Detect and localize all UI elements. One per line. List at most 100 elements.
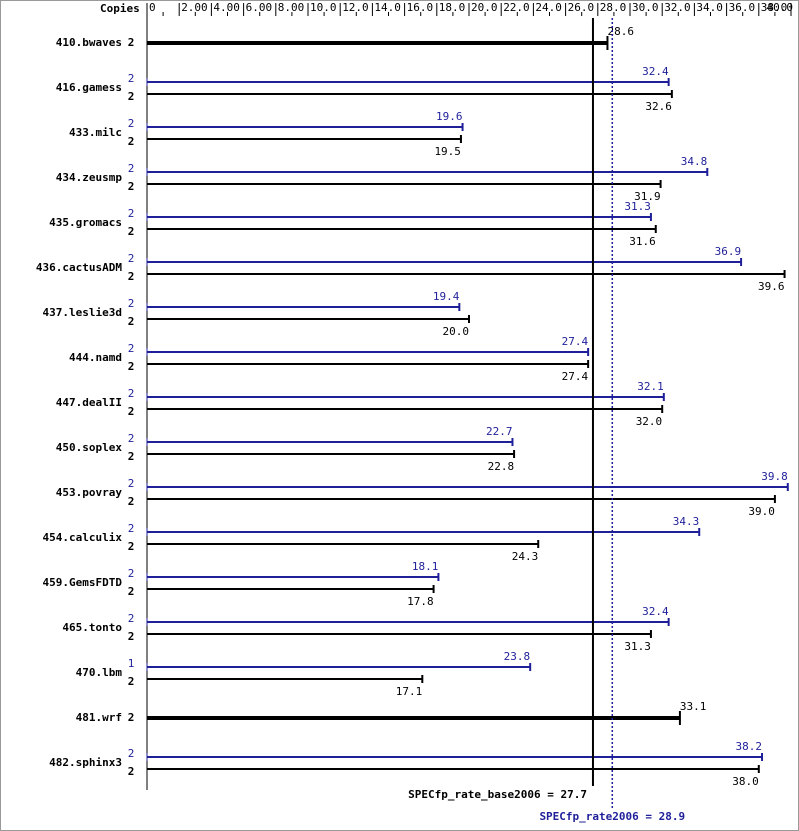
value-label: 34.3 — [673, 515, 700, 528]
category-label: 465.tonto — [62, 621, 122, 634]
x-tick-label: 0 — [149, 1, 156, 14]
category-label: 434.zeusmp — [56, 171, 123, 184]
value-label: 17.8 — [407, 595, 434, 608]
category-label: 416.gamess — [56, 81, 122, 94]
value-label: 38.2 — [736, 740, 763, 753]
copies: 2 — [128, 387, 135, 400]
copies: 2 — [128, 675, 135, 688]
category-label: 410.bwaves — [56, 36, 122, 49]
x-tick-label: 38.0 — [761, 1, 788, 14]
category-label: 436.cactusADM — [36, 261, 122, 274]
value-label: 34.8 — [681, 155, 708, 168]
copies: 2 — [128, 180, 135, 193]
value-label: 39.6 — [758, 280, 785, 293]
value-label: 19.4 — [433, 290, 460, 303]
copies: 2 — [128, 135, 135, 148]
x-tick-label: 12.0 — [342, 1, 369, 14]
reference-label: SPECfp_rate_base2006 = 27.7 — [408, 788, 587, 801]
copies: 2 — [128, 522, 135, 535]
copies: 2 — [128, 567, 135, 580]
value-label: 31.3 — [624, 640, 651, 653]
x-tick-label: 4.00 — [213, 1, 240, 14]
value-label: 38.0 — [732, 775, 759, 788]
category-label: 470.lbm — [76, 666, 123, 679]
category-label: 459.GemsFDTD — [43, 576, 123, 589]
category-label: 437.leslie3d — [43, 306, 122, 319]
value-label: 39.8 — [761, 470, 788, 483]
value-label: 32.1 — [637, 380, 664, 393]
copies: 2 — [128, 225, 135, 238]
value-label: 36.9 — [715, 245, 742, 258]
copies: 2 — [128, 432, 135, 445]
x-tick-label: 26.0 — [568, 1, 595, 14]
category-label: 433.milc — [69, 126, 122, 139]
value-label: 23.8 — [504, 650, 531, 663]
category-label: 481.wrf — [76, 711, 122, 724]
reference-label: SPECfp_rate2006 = 28.9 — [539, 810, 685, 823]
copies: 2 — [128, 765, 135, 778]
copies: 2 — [128, 90, 135, 103]
copies: 2 — [128, 477, 135, 490]
x-tick-label: 2.00 — [181, 1, 208, 14]
x-tick-label: 34.0 — [696, 1, 723, 14]
copies: 2 — [128, 585, 135, 598]
copies: 2 — [128, 450, 135, 463]
category-label: 482.sphinx3 — [49, 756, 122, 769]
x-tick-label: 30.0 — [632, 1, 659, 14]
copies: 2 — [128, 252, 135, 265]
x-tick-label: 32.0 — [664, 1, 691, 14]
x-tick-label: 22.0 — [503, 1, 530, 14]
x-tick-label: 40.0 — [767, 1, 794, 14]
value-label: 22.8 — [488, 460, 515, 473]
copies: 2 — [128, 270, 135, 283]
copies-header: Copies — [100, 2, 140, 15]
x-tick-label: 24.0 — [535, 1, 562, 14]
copies: 2 — [128, 36, 135, 49]
x-tick-label: 36.0 — [729, 1, 756, 14]
x-tick-label: 16.0 — [407, 1, 434, 14]
value-label: 31.6 — [629, 235, 656, 248]
copies: 2 — [128, 207, 135, 220]
copies: 2 — [128, 405, 135, 418]
copies: 2 — [128, 630, 135, 643]
category-label: 447.dealII — [56, 396, 122, 409]
copies: 2 — [128, 612, 135, 625]
copies: 2 — [128, 747, 135, 760]
x-tick-label: 8.00 — [278, 1, 305, 14]
value-label: 31.9 — [634, 190, 661, 203]
copies: 2 — [128, 495, 135, 508]
category-label: 454.calculix — [43, 531, 123, 544]
x-tick-label: 20.0 — [471, 1, 498, 14]
category-label: 435.gromacs — [49, 216, 122, 229]
value-label: 19.5 — [434, 145, 461, 158]
category-label: 450.soplex — [56, 441, 123, 454]
copies: 2 — [128, 315, 135, 328]
value-label: 32.4 — [642, 605, 669, 618]
category-label: 444.namd — [69, 351, 122, 364]
x-tick-label: 10.0 — [310, 1, 337, 14]
value-label: 32.0 — [636, 415, 663, 428]
category-label: 453.povray — [56, 486, 123, 499]
copies: 2 — [128, 72, 135, 85]
value-label: 27.4 — [562, 370, 589, 383]
value-label: 19.6 — [436, 110, 463, 123]
copies: 1 — [128, 657, 135, 670]
copies: 2 — [128, 360, 135, 373]
value-label: 39.0 — [748, 505, 775, 518]
value-label: 18.1 — [412, 560, 439, 573]
value-label: 33.1 — [680, 700, 707, 713]
value-label: 24.3 — [512, 550, 539, 563]
copies: 2 — [128, 540, 135, 553]
value-label: 31.3 — [624, 200, 651, 213]
value-label: 20.0 — [443, 325, 470, 338]
value-label: 32.6 — [645, 100, 672, 113]
copies: 2 — [128, 711, 135, 724]
x-tick-label: 14.0 — [374, 1, 401, 14]
value-label: 22.7 — [486, 425, 513, 438]
value-label: 28.6 — [607, 25, 634, 38]
value-label: 27.4 — [562, 335, 589, 348]
copies: 2 — [128, 162, 135, 175]
